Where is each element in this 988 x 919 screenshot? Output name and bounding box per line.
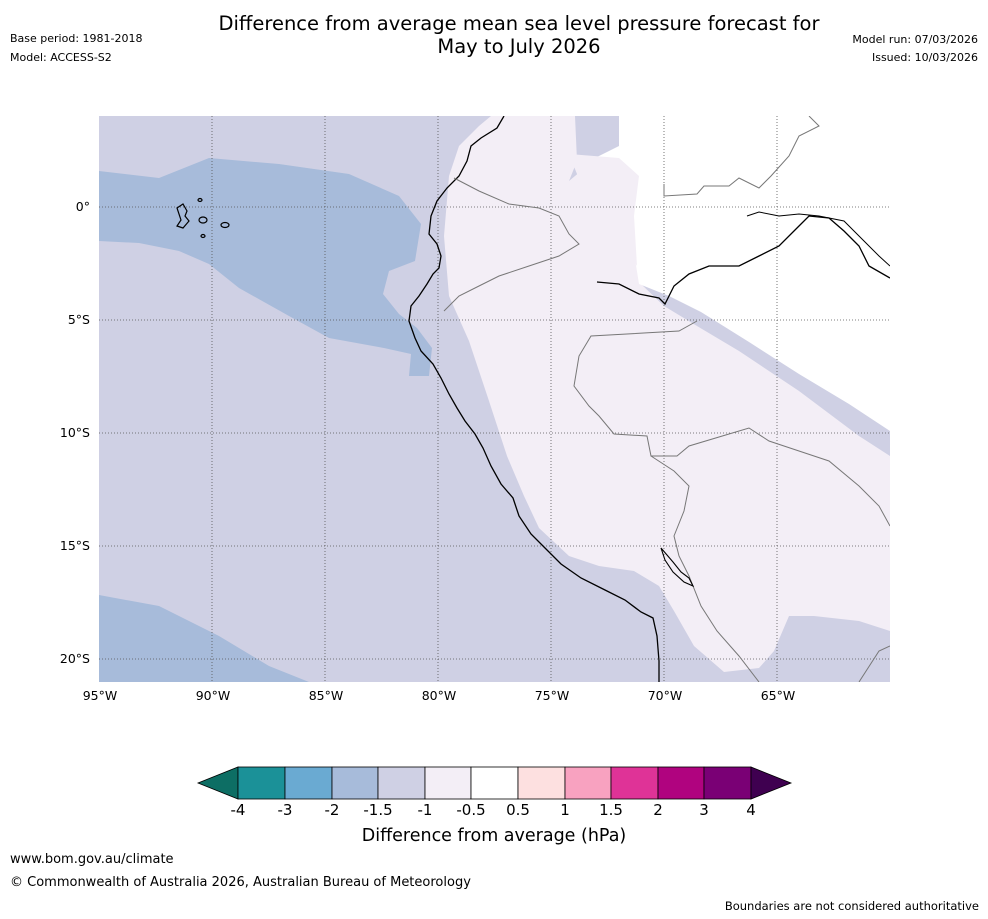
colorbar-tick: -4 xyxy=(230,801,246,819)
country-boundaries xyxy=(443,116,890,682)
colorbar-swatch xyxy=(284,766,333,800)
lat-label-0: 0° xyxy=(75,199,90,214)
colorbar-tick: -2 xyxy=(324,801,340,819)
lat-label-5s: 5°S xyxy=(67,312,90,327)
lon-label-70w: 70°W xyxy=(647,688,683,703)
lon-label-90w: 90°W xyxy=(195,688,231,703)
lon-label-75w: 75°W xyxy=(534,688,570,703)
lon-label-65w: 65°W xyxy=(760,688,796,703)
footer-copyright: © Commonwealth of Australia 2026, Austra… xyxy=(10,875,471,890)
lat-label-15s: 15°S xyxy=(59,538,90,553)
colorbar-extend-high xyxy=(750,766,793,800)
colorbar-extend-low xyxy=(196,766,239,800)
lon-label-85w: 85°W xyxy=(308,688,344,703)
lon-label-95w: 95°W xyxy=(82,688,118,703)
colorbar-swatch xyxy=(610,766,659,800)
page-title: Difference from average mean sea level p… xyxy=(150,12,888,58)
colorbar-tick: -3 xyxy=(277,801,293,819)
galapagos-islands xyxy=(176,197,230,239)
footer-url-link[interactable]: www.bom.gov.au/climate xyxy=(10,852,174,867)
colorbar-tick: 4 xyxy=(746,801,756,819)
colorbar-label: Difference from average (hPa) xyxy=(361,826,627,846)
colorbar xyxy=(196,766,793,800)
lon-label-80w: 80°W xyxy=(421,688,457,703)
river-branch xyxy=(746,211,890,267)
colorbar-swatch xyxy=(237,766,286,800)
colorbar-tick: -1.5 xyxy=(363,801,393,819)
colorbar-tick: -0.5 xyxy=(456,801,486,819)
colorbar-tick: 1 xyxy=(560,801,570,819)
colorbar-tick: 3 xyxy=(699,801,709,819)
base-period-text: Base period: 1981-2018 xyxy=(10,32,143,45)
gridlines xyxy=(99,116,890,682)
anomaly-band-minus2-to-minus1.5-south xyxy=(99,595,309,682)
lat-label-20s: 20°S xyxy=(59,651,90,666)
title-line-2: May to July 2026 xyxy=(437,35,601,58)
coastline-west xyxy=(408,116,660,682)
colorbar-tick: -1 xyxy=(417,801,433,819)
colorbar-swatch xyxy=(424,766,472,800)
colorbar-tick: 1.5 xyxy=(599,801,623,819)
title-line-1: Difference from average mean sea level p… xyxy=(218,12,820,35)
amazon-river xyxy=(596,215,890,306)
model-run-text: Model run: 07/03/2026 xyxy=(852,33,978,46)
colorbar-swatch xyxy=(703,766,752,800)
anomaly-band-minus1-to-minus0.5 xyxy=(444,116,890,672)
colorbar-tick: 2 xyxy=(653,801,663,819)
colorbar-swatch xyxy=(470,766,519,800)
colorbar-tick: 0.5 xyxy=(506,801,530,819)
colorbar-swatch xyxy=(517,766,566,800)
model-text: Model: ACCESS-S2 xyxy=(10,51,112,64)
colorbar-swatch xyxy=(657,766,705,800)
colorbar-swatch xyxy=(377,766,426,800)
forecast-map xyxy=(99,116,890,682)
issued-text: Issued: 10/03/2026 xyxy=(871,51,978,64)
anomaly-band-minus1-to-minus0.5-edge xyxy=(569,154,639,266)
colorbar-swatch xyxy=(564,766,612,800)
anomaly-band-minus2-to-minus1.5-north xyxy=(99,158,432,376)
lake-titicaca xyxy=(660,547,695,588)
colorbar-swatch xyxy=(331,766,379,800)
lat-label-10s: 10°S xyxy=(59,425,90,440)
footer-disclaimer: Boundaries are not considered authoritat… xyxy=(724,899,979,913)
anomaly-band-near-average xyxy=(579,116,890,431)
